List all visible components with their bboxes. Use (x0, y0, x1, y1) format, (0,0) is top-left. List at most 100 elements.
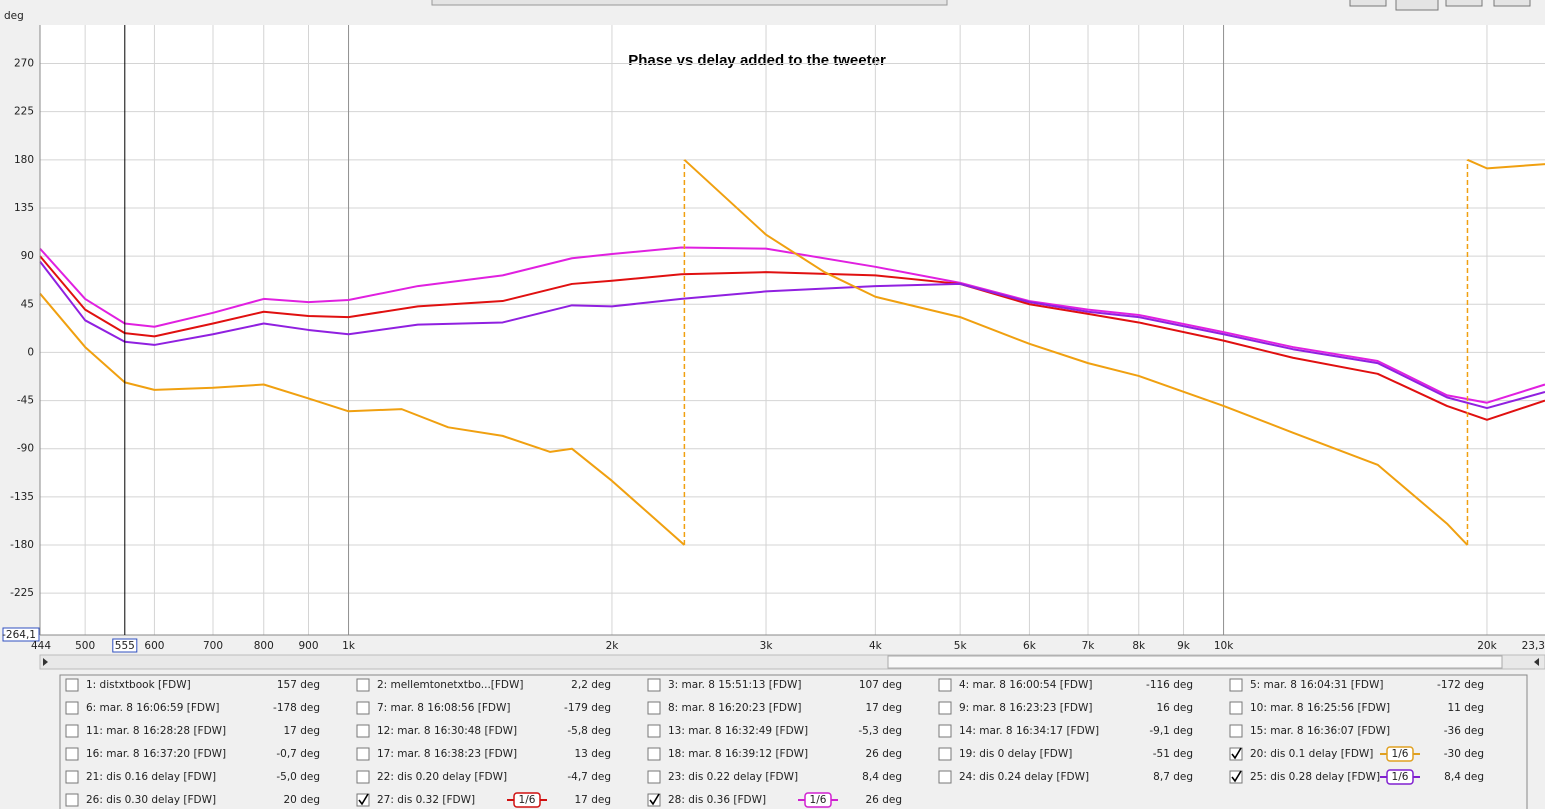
legend-label: 25: dis 0.28 delay [FDW] (1250, 771, 1380, 783)
smoothing-label: 1/6 (810, 794, 827, 806)
curve (683, 159, 1469, 546)
y-axis-label: deg (4, 10, 24, 22)
legend-value: 17 deg (575, 794, 612, 806)
smoothing-badge[interactable] (1386, 769, 1414, 785)
checkbox[interactable] (647, 678, 661, 692)
checkbox[interactable] (1229, 724, 1243, 738)
scroll-right[interactable] (1534, 658, 1539, 666)
curve (39, 260, 1545, 410)
checkbox[interactable] (356, 747, 370, 761)
legend-value: -51 deg (1153, 748, 1193, 760)
smoothing-label: 1/6 (1392, 771, 1409, 783)
x-tick-label: 5k (954, 640, 968, 652)
legend-value: -5,0 deg (276, 771, 320, 783)
checkbox[interactable] (65, 770, 79, 784)
checkbox[interactable] (938, 747, 952, 761)
x-tick-label: 2k (606, 640, 620, 652)
checkbox[interactable] (938, 678, 952, 692)
legend-value: -0,7 deg (276, 748, 320, 760)
curve (1467, 158, 1545, 170)
legend-value: 20 deg (284, 794, 321, 806)
checkbox[interactable] (356, 678, 370, 692)
curves (39, 158, 1545, 546)
x-tick-label: 500 (75, 640, 95, 652)
checkbox[interactable] (65, 678, 79, 692)
legend-label: 4: mar. 8 16:00:54 [FDW] (959, 679, 1092, 691)
legend-label: 8: mar. 8 16:20:23 [FDW] (668, 702, 801, 714)
legend-value: -9,1 deg (1149, 725, 1193, 737)
curve (39, 246, 1545, 404)
toolbar-button[interactable] (1445, 0, 1483, 7)
x-tick-label: 8k (1132, 640, 1146, 652)
checkbox[interactable] (65, 701, 79, 715)
legend-panel (59, 674, 1528, 809)
checkbox[interactable] (938, 724, 952, 738)
legend-label: 15: mar. 8 16:36:07 [FDW] (1250, 725, 1390, 737)
legend-label: 22: dis 0.20 delay [FDW] (377, 771, 507, 783)
toolbar-button[interactable] (1349, 0, 1387, 7)
smoothing-badge[interactable] (513, 792, 541, 808)
x-tick-label: 4k (869, 640, 883, 652)
legend-value: 157 deg (277, 679, 320, 691)
legend-value: 11 deg (1448, 702, 1485, 714)
checkbox[interactable] (65, 724, 79, 738)
legend-label: 10: mar. 8 16:25:56 [FDW] (1250, 702, 1390, 714)
legend-value: 2,2 deg (571, 679, 611, 691)
checkbox[interactable] (1229, 678, 1243, 692)
legend-value: 16 deg (1157, 702, 1194, 714)
legend-value: -179 deg (564, 702, 611, 714)
x-tick-label: 700 (203, 640, 223, 652)
legend-label: 20: dis 0.1 delay [FDW] (1250, 748, 1373, 760)
legend-label: 13: mar. 8 16:32:49 [FDW] (668, 725, 808, 737)
y-tick-label: 135 (14, 202, 34, 214)
checkbox[interactable] (647, 701, 661, 715)
legend-label: 26: dis 0.30 delay [FDW] (86, 794, 216, 806)
checkbox[interactable] (356, 724, 370, 738)
checkbox[interactable] (356, 701, 370, 715)
scroll-thumb[interactable] (887, 655, 1503, 669)
scroll-left[interactable] (43, 658, 48, 666)
checkmark (1231, 770, 1242, 783)
x-tick-label: 23,3 (1522, 640, 1545, 652)
y-tick-label: -90 (17, 443, 34, 455)
cursor-label-box (112, 638, 138, 653)
checkbox[interactable] (65, 793, 79, 807)
x-tick-label: 9k (1177, 640, 1191, 652)
checkbox[interactable] (647, 724, 661, 738)
smoothing-badge[interactable] (804, 792, 832, 808)
checkbox[interactable] (647, 747, 661, 761)
y-tick-label: -225 (10, 587, 34, 599)
legend-label: 1: distxtbook [FDW] (86, 679, 191, 691)
legend-label: 5: mar. 8 16:04:31 [FDW] (1250, 679, 1383, 691)
grid (40, 25, 1545, 635)
checkbox[interactable] (938, 770, 952, 784)
checkbox[interactable] (647, 770, 661, 784)
y-tick-label: 90 (21, 250, 34, 262)
chart-title: Phase vs delay added to the tweeter (628, 52, 886, 69)
y-tick-label: -135 (10, 491, 34, 503)
legend-label: 7: mar. 8 16:08:56 [FDW] (377, 702, 510, 714)
legend-value: 8,7 deg (1153, 771, 1193, 783)
toolbar-button[interactable] (1395, 0, 1439, 11)
checkbox[interactable] (356, 770, 370, 784)
plot-area (40, 25, 1545, 635)
legend-label: 12: mar. 8 16:30:48 [FDW] (377, 725, 517, 737)
toolbar[interactable] (431, 0, 948, 6)
legend-label: 6: mar. 8 16:06:59 [FDW] (86, 702, 219, 714)
toolbar-button[interactable] (1493, 0, 1531, 7)
smoothing-badge[interactable] (1386, 746, 1414, 762)
checkmark (649, 793, 660, 806)
y-tick-label: 180 (14, 154, 34, 166)
legend-label: 14: mar. 8 16:34:17 [FDW] (959, 725, 1099, 737)
checkbox[interactable] (65, 747, 79, 761)
y-tick-label: -45 (17, 395, 34, 407)
legend-label: 17: mar. 8 16:38:23 [FDW] (377, 748, 517, 760)
checkbox[interactable] (1229, 701, 1243, 715)
legend-value: -172 deg (1437, 679, 1484, 691)
y-tick-label: -264,1 (2, 629, 36, 641)
legend-label: 19: dis 0 delay [FDW] (959, 748, 1072, 760)
checkbox[interactable] (938, 701, 952, 715)
x-tick-label: 3k (760, 640, 774, 652)
y-tick-label: 0 (27, 346, 34, 358)
